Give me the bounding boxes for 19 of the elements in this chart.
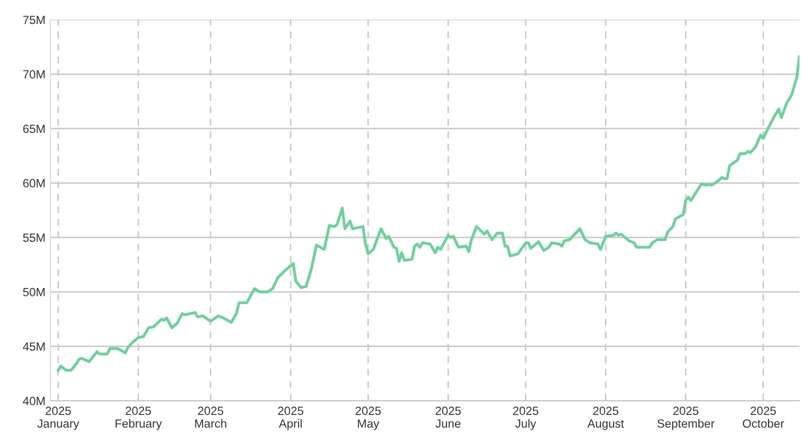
- y-tick-label: 70M: [23, 70, 45, 79]
- x-tick-label: 2025 March: [195, 406, 226, 428]
- y-tick-label: 55M: [23, 234, 45, 242]
- y-tick-label: 65M: [23, 124, 45, 133]
- y-tick-label: 40M: [22, 396, 45, 406]
- y-tick-label: 45M: [22, 342, 45, 351]
- x-tick-label: 2025 August: [587, 406, 624, 430]
- x-tick-label: 2025 June: [436, 406, 461, 428]
- x-tick-label: 2025 January: [37, 406, 80, 430]
- y-tick-label: 50M: [23, 288, 45, 296]
- x-tick-label: 2025 October: [742, 406, 784, 428]
- x-tick-label: 2025 February: [116, 406, 162, 430]
- x-tick-label: 2025 May: [356, 406, 381, 430]
- x-tick-label: 2025 September: [657, 406, 714, 430]
- x-tick-label: 2025 July: [513, 406, 538, 430]
- y-tick-label: 75M: [23, 16, 45, 24]
- x-tick-label: 2025 April: [278, 406, 304, 430]
- y-tick-label: 60M: [23, 179, 45, 188]
- line-series: [56, 55, 800, 372]
